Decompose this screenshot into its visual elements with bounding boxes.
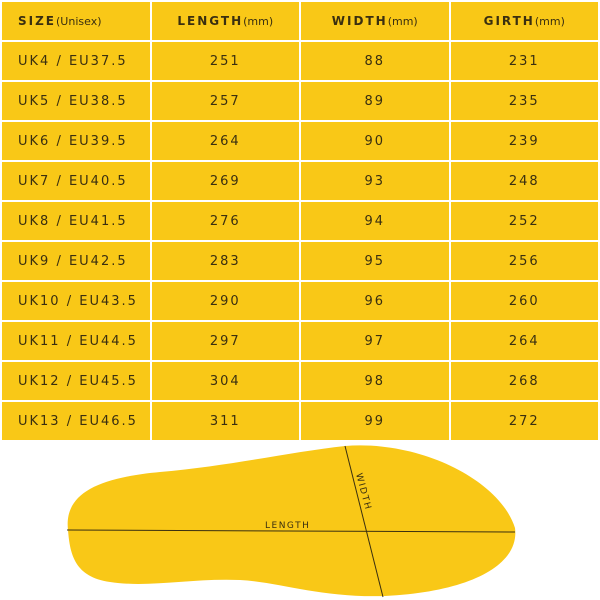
- table-cell: UK4 / EU37.5: [0, 40, 152, 82]
- column-header: SIZE(Unisex): [0, 0, 152, 42]
- size-chart-table: SIZE(Unisex) LENGTH(mm) WIDTH(mm) GIRTH(mm)…: [0, 0, 600, 442]
- header-unit: (mm): [387, 15, 418, 28]
- table-cell: 94: [299, 200, 451, 242]
- table-cell: UK10 / EU43.5: [0, 280, 152, 322]
- table-cell: 248: [448, 160, 600, 202]
- table-row: UK8 / EU41.5 276 94 252: [0, 200, 600, 242]
- table-cell: 96: [299, 280, 451, 322]
- header-unit: (mm): [534, 15, 565, 28]
- table-cell: 297: [149, 320, 301, 362]
- header-label: GIRTH: [483, 14, 535, 28]
- table-cell: 93: [299, 160, 451, 202]
- table-row: UK12 / EU45.5 304 98 268: [0, 360, 600, 402]
- table-cell: 268: [448, 360, 600, 402]
- header-label: SIZE: [18, 14, 57, 28]
- table-cell: 231: [448, 40, 600, 82]
- table-cell: 276: [149, 200, 301, 242]
- table-cell: 290: [149, 280, 301, 322]
- length-label: LENGTH: [265, 521, 310, 531]
- table-cell: 257: [149, 80, 301, 122]
- table-cell: 239: [448, 120, 600, 162]
- table-cell: 269: [149, 160, 301, 202]
- table-row: UK13 / EU46.5 311 99 272: [0, 400, 600, 442]
- table-row: UK4 / EU37.5 251 88 231: [0, 40, 600, 82]
- table-cell: 98: [299, 360, 451, 402]
- table-cell: UK13 / EU46.5: [0, 400, 152, 442]
- table-cell: 89: [299, 80, 451, 122]
- column-header: WIDTH(mm): [299, 0, 451, 42]
- table-row: UK11 / EU44.5 297 97 264: [0, 320, 600, 362]
- table-cell: UK11 / EU44.5: [0, 320, 152, 362]
- header-unit: (Unisex): [56, 15, 102, 28]
- table-row: UK10 / EU43.5 290 96 260: [0, 280, 600, 322]
- table-cell: 97: [299, 320, 451, 362]
- table-cell: 260: [448, 280, 600, 322]
- table-cell: 304: [149, 360, 301, 402]
- table-cell: UK5 / EU38.5: [0, 80, 152, 122]
- table-cell: 283: [149, 240, 301, 282]
- column-header: LENGTH(mm): [149, 0, 301, 42]
- table-cell: 95: [299, 240, 451, 282]
- table-cell: 235: [448, 80, 600, 122]
- length-line: [66, 529, 516, 533]
- table-cell: 252: [448, 200, 600, 242]
- header-label: WIDTH: [331, 14, 388, 28]
- table-cell: 99: [299, 400, 451, 442]
- table-cell: 256: [448, 240, 600, 282]
- table-row: UK5 / EU38.5 257 89 235: [0, 80, 600, 122]
- table-cell: UK8 / EU41.5: [0, 200, 152, 242]
- table-cell: 88: [299, 40, 451, 82]
- table-cell: UK6 / EU39.5: [0, 120, 152, 162]
- header-unit: (mm): [243, 15, 274, 28]
- table-cell: UK7 / EU40.5: [0, 160, 152, 202]
- table-cell: 251: [149, 40, 301, 82]
- column-header: GIRTH(mm): [448, 0, 600, 42]
- table-cell: 272: [448, 400, 600, 442]
- table-cell: 90: [299, 120, 451, 162]
- header-label: LENGTH: [177, 14, 244, 28]
- table-cell: 264: [149, 120, 301, 162]
- table-cell: 311: [149, 400, 301, 442]
- table-row: UK7 / EU40.5 269 93 248: [0, 160, 600, 202]
- table-cell: 264: [448, 320, 600, 362]
- insole-diagram: LENGTH WIDTH: [66, 445, 516, 598]
- table-row: UK6 / EU39.5 264 90 239: [0, 120, 600, 162]
- width-line: [344, 445, 384, 598]
- table-cell: UK9 / EU42.5: [0, 240, 152, 282]
- table-cell: UK12 / EU45.5: [0, 360, 152, 402]
- insole-shape: [67, 445, 516, 597]
- table-row: UK9 / EU42.5 283 95 256: [0, 240, 600, 282]
- header-row: SIZE(Unisex) LENGTH(mm) WIDTH(mm) GIRTH(mm): [0, 0, 600, 42]
